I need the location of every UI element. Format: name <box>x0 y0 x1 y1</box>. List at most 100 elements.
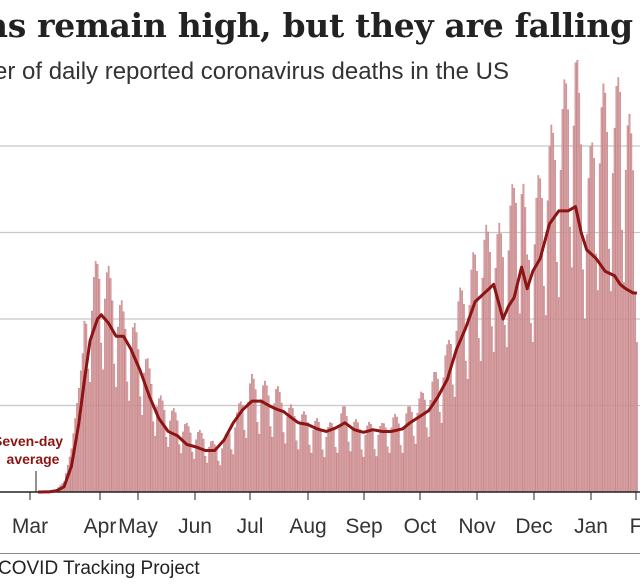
bar-day-271 <box>541 198 543 493</box>
bar-day-273 <box>544 315 547 493</box>
bar-day-191 <box>392 417 395 493</box>
bar-day-70 <box>167 446 170 493</box>
bar-day-285 <box>567 109 569 493</box>
bar-day-232 <box>468 305 471 493</box>
x-axis: Mar Apr May Jun Jul Aug Sep Oct Nov Dec Jan F <box>12 492 640 538</box>
bar-day-207 <box>422 393 424 493</box>
bar-day-154 <box>323 457 326 493</box>
bar-day-302 <box>598 163 601 493</box>
bar-day-37 <box>105 272 108 493</box>
bar-day-98 <box>219 465 222 493</box>
chart-subtitle: er of daily reported coronavirus deaths … <box>0 58 509 85</box>
bar-day-67 <box>161 400 164 493</box>
bar-day-63 <box>154 435 157 493</box>
bar-day-38 <box>107 266 110 493</box>
bar-day-212 <box>431 381 434 493</box>
bar-day-277 <box>552 133 555 493</box>
bar-day-214 <box>435 372 437 493</box>
bar-day-235 <box>474 254 476 493</box>
bar-day-256 <box>513 188 515 493</box>
bar-day-205 <box>418 398 421 493</box>
bar-day-189 <box>388 452 391 493</box>
x-tick-label: Jan <box>574 515 608 538</box>
bar-day-288 <box>572 125 575 493</box>
bar-day-76 <box>178 444 181 493</box>
bar-day-21 <box>76 403 78 493</box>
bar-day-125 <box>269 426 272 493</box>
bar-day-301 <box>597 290 599 493</box>
bar-day-175 <box>362 456 365 493</box>
bar-day-159 <box>332 427 335 493</box>
bar-day-106 <box>234 427 236 493</box>
seven-day-average-line <box>37 205 637 494</box>
bar-day-134 <box>286 416 289 493</box>
bar-day-262 <box>524 207 527 493</box>
bar-day-69 <box>165 437 168 493</box>
bar-day-166 <box>345 416 348 493</box>
bar-day-44 <box>119 305 121 493</box>
bar-day-83 <box>191 451 194 493</box>
bar-day-55 <box>139 396 142 493</box>
bar-day-299 <box>593 158 595 493</box>
bar-day-313 <box>619 92 622 493</box>
bar-day-100 <box>223 440 225 493</box>
x-tick-label: Oct <box>404 515 437 538</box>
bar-day-127 <box>273 403 276 493</box>
bar-day-303 <box>600 107 603 493</box>
bar-day-237 <box>477 338 480 493</box>
bar-day-231 <box>466 379 469 493</box>
bar-day-88 <box>200 432 203 493</box>
bar-day-294 <box>584 318 586 493</box>
bar-day-41 <box>113 363 116 493</box>
bar-day-307 <box>608 248 610 493</box>
bar-day-137 <box>291 408 294 493</box>
bar-day-217 <box>440 422 443 493</box>
bar-day-185 <box>381 423 383 493</box>
bar-day-224 <box>453 397 456 493</box>
annotation-line-2: average <box>7 451 60 467</box>
bar-day-209 <box>425 427 428 493</box>
bar-day-282 <box>561 109 564 493</box>
x-tick-label: Sep <box>345 515 382 538</box>
bar-day-64 <box>156 406 158 493</box>
bar-day-24 <box>81 353 84 493</box>
bar-day-276 <box>550 124 553 493</box>
bar-day-257 <box>515 202 517 493</box>
bar-day-187 <box>384 427 387 493</box>
bar-day-261 <box>522 183 525 493</box>
bar-day-291 <box>578 93 581 493</box>
bar-day-33 <box>98 278 101 493</box>
bar-day-279 <box>556 262 558 493</box>
bar-day-126 <box>271 436 274 493</box>
bar-day-266 <box>531 342 534 493</box>
bar-day-158 <box>331 423 333 493</box>
bar-day-112 <box>245 437 248 493</box>
bar-day-246 <box>494 268 497 493</box>
bar-day-62 <box>152 421 155 493</box>
bar-day-75 <box>176 420 179 493</box>
bar-day-258 <box>517 286 519 493</box>
bar-day-321 <box>634 292 636 493</box>
bar-day-144 <box>305 414 307 493</box>
x-tick-label: Aug <box>289 515 326 538</box>
bar-day-147 <box>310 452 313 493</box>
bar-day-151 <box>318 421 320 493</box>
bar-day-194 <box>398 423 400 493</box>
bar-day-316 <box>624 170 627 493</box>
bar-day-39 <box>109 278 112 493</box>
bar-day-230 <box>464 360 467 493</box>
bar-day-167 <box>347 441 350 493</box>
x-tick-label: Apr <box>84 515 117 538</box>
bar-day-247 <box>496 234 499 493</box>
footer-divider <box>0 553 640 554</box>
bar-day-132 <box>282 432 285 493</box>
bar-day-213 <box>433 372 436 493</box>
bar-day-118 <box>256 422 259 493</box>
bar-day-96 <box>215 447 218 493</box>
bar-day-317 <box>626 125 629 493</box>
bar-day-275 <box>548 146 551 493</box>
bar-day-264 <box>528 260 530 493</box>
bar-day-314 <box>621 229 623 493</box>
bar-day-86 <box>197 432 199 493</box>
bar-day-168 <box>349 451 352 493</box>
